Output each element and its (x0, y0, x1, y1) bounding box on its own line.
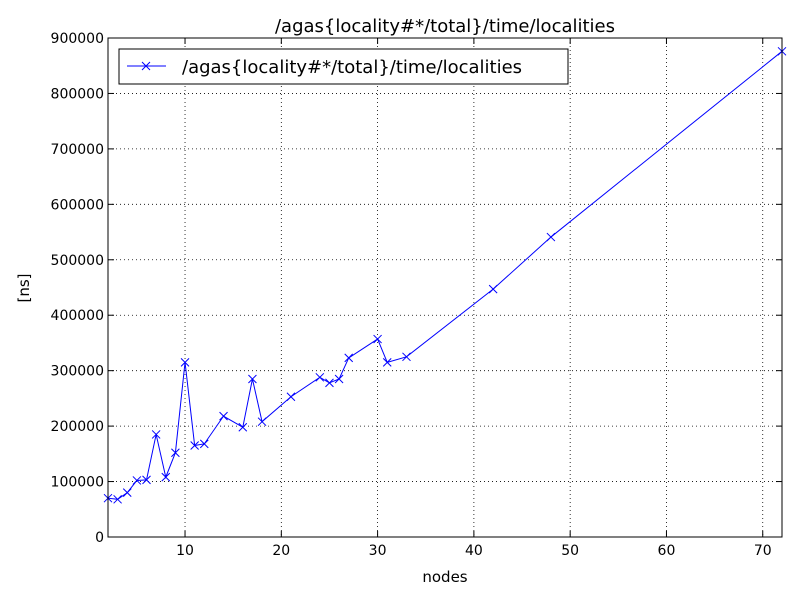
data-point (382, 357, 392, 367)
data-point (180, 357, 190, 367)
data-point (219, 411, 228, 421)
x-tick-label: 30 (369, 543, 387, 559)
data-point (151, 430, 161, 439)
y-tick-label: 0 (95, 530, 104, 546)
y-axis-label: [ns] (15, 273, 33, 302)
data-point (122, 488, 132, 497)
data-point (402, 352, 411, 362)
data-point (171, 448, 180, 458)
data-point (334, 374, 344, 384)
data-point (315, 372, 325, 382)
series-line (107, 50, 783, 500)
data-point (286, 392, 296, 402)
data-point (373, 334, 382, 344)
legend: /agas{locality#*/total}/time/localities (118, 48, 569, 85)
axis-ticks: 10 20 30 40 50 60 70 0 100000 200000 300000 400000 5… (51, 31, 782, 559)
data-point (248, 374, 257, 384)
y-tick-label: 200000 (51, 419, 104, 435)
data-point (113, 494, 122, 504)
y-tick-label: 900000 (51, 31, 104, 47)
chart-title: /agas{locality#*/total}/time/localities (275, 16, 615, 37)
x-tick-label: 50 (561, 543, 579, 559)
x-tick-label: 40 (465, 543, 483, 559)
y-tick-label: 100000 (51, 475, 104, 491)
x-tick-label: 20 (272, 543, 290, 559)
series-layer (103, 46, 787, 504)
y-tick-label: 500000 (51, 253, 104, 269)
legend-box (118, 48, 569, 85)
legend-marker-x (141, 61, 151, 71)
data-point (488, 284, 498, 294)
data-point (325, 378, 334, 388)
x-tick-label: 10 (176, 543, 194, 559)
data-point (344, 353, 354, 363)
data-point (190, 441, 200, 450)
y-tick-label: 600000 (51, 197, 104, 213)
y-tick-label: 300000 (51, 364, 104, 380)
data-point (257, 417, 267, 427)
data-point (161, 472, 171, 482)
data-point (142, 475, 151, 485)
y-tick-label: 700000 (51, 142, 104, 158)
data-point (132, 476, 142, 485)
y-tick-label: 400000 (51, 308, 104, 324)
x-axis-label: nodes (422, 568, 467, 586)
plot-frame (107, 37, 783, 538)
legend-label: /agas{locality#*/total}/time/localities (182, 57, 522, 78)
data-point (238, 422, 248, 432)
x-tick-label: 70 (754, 543, 772, 559)
data-point (199, 439, 209, 449)
y-tick-label: 800000 (51, 86, 104, 102)
data-point (546, 232, 556, 242)
x-tick-label: 60 (658, 543, 676, 559)
